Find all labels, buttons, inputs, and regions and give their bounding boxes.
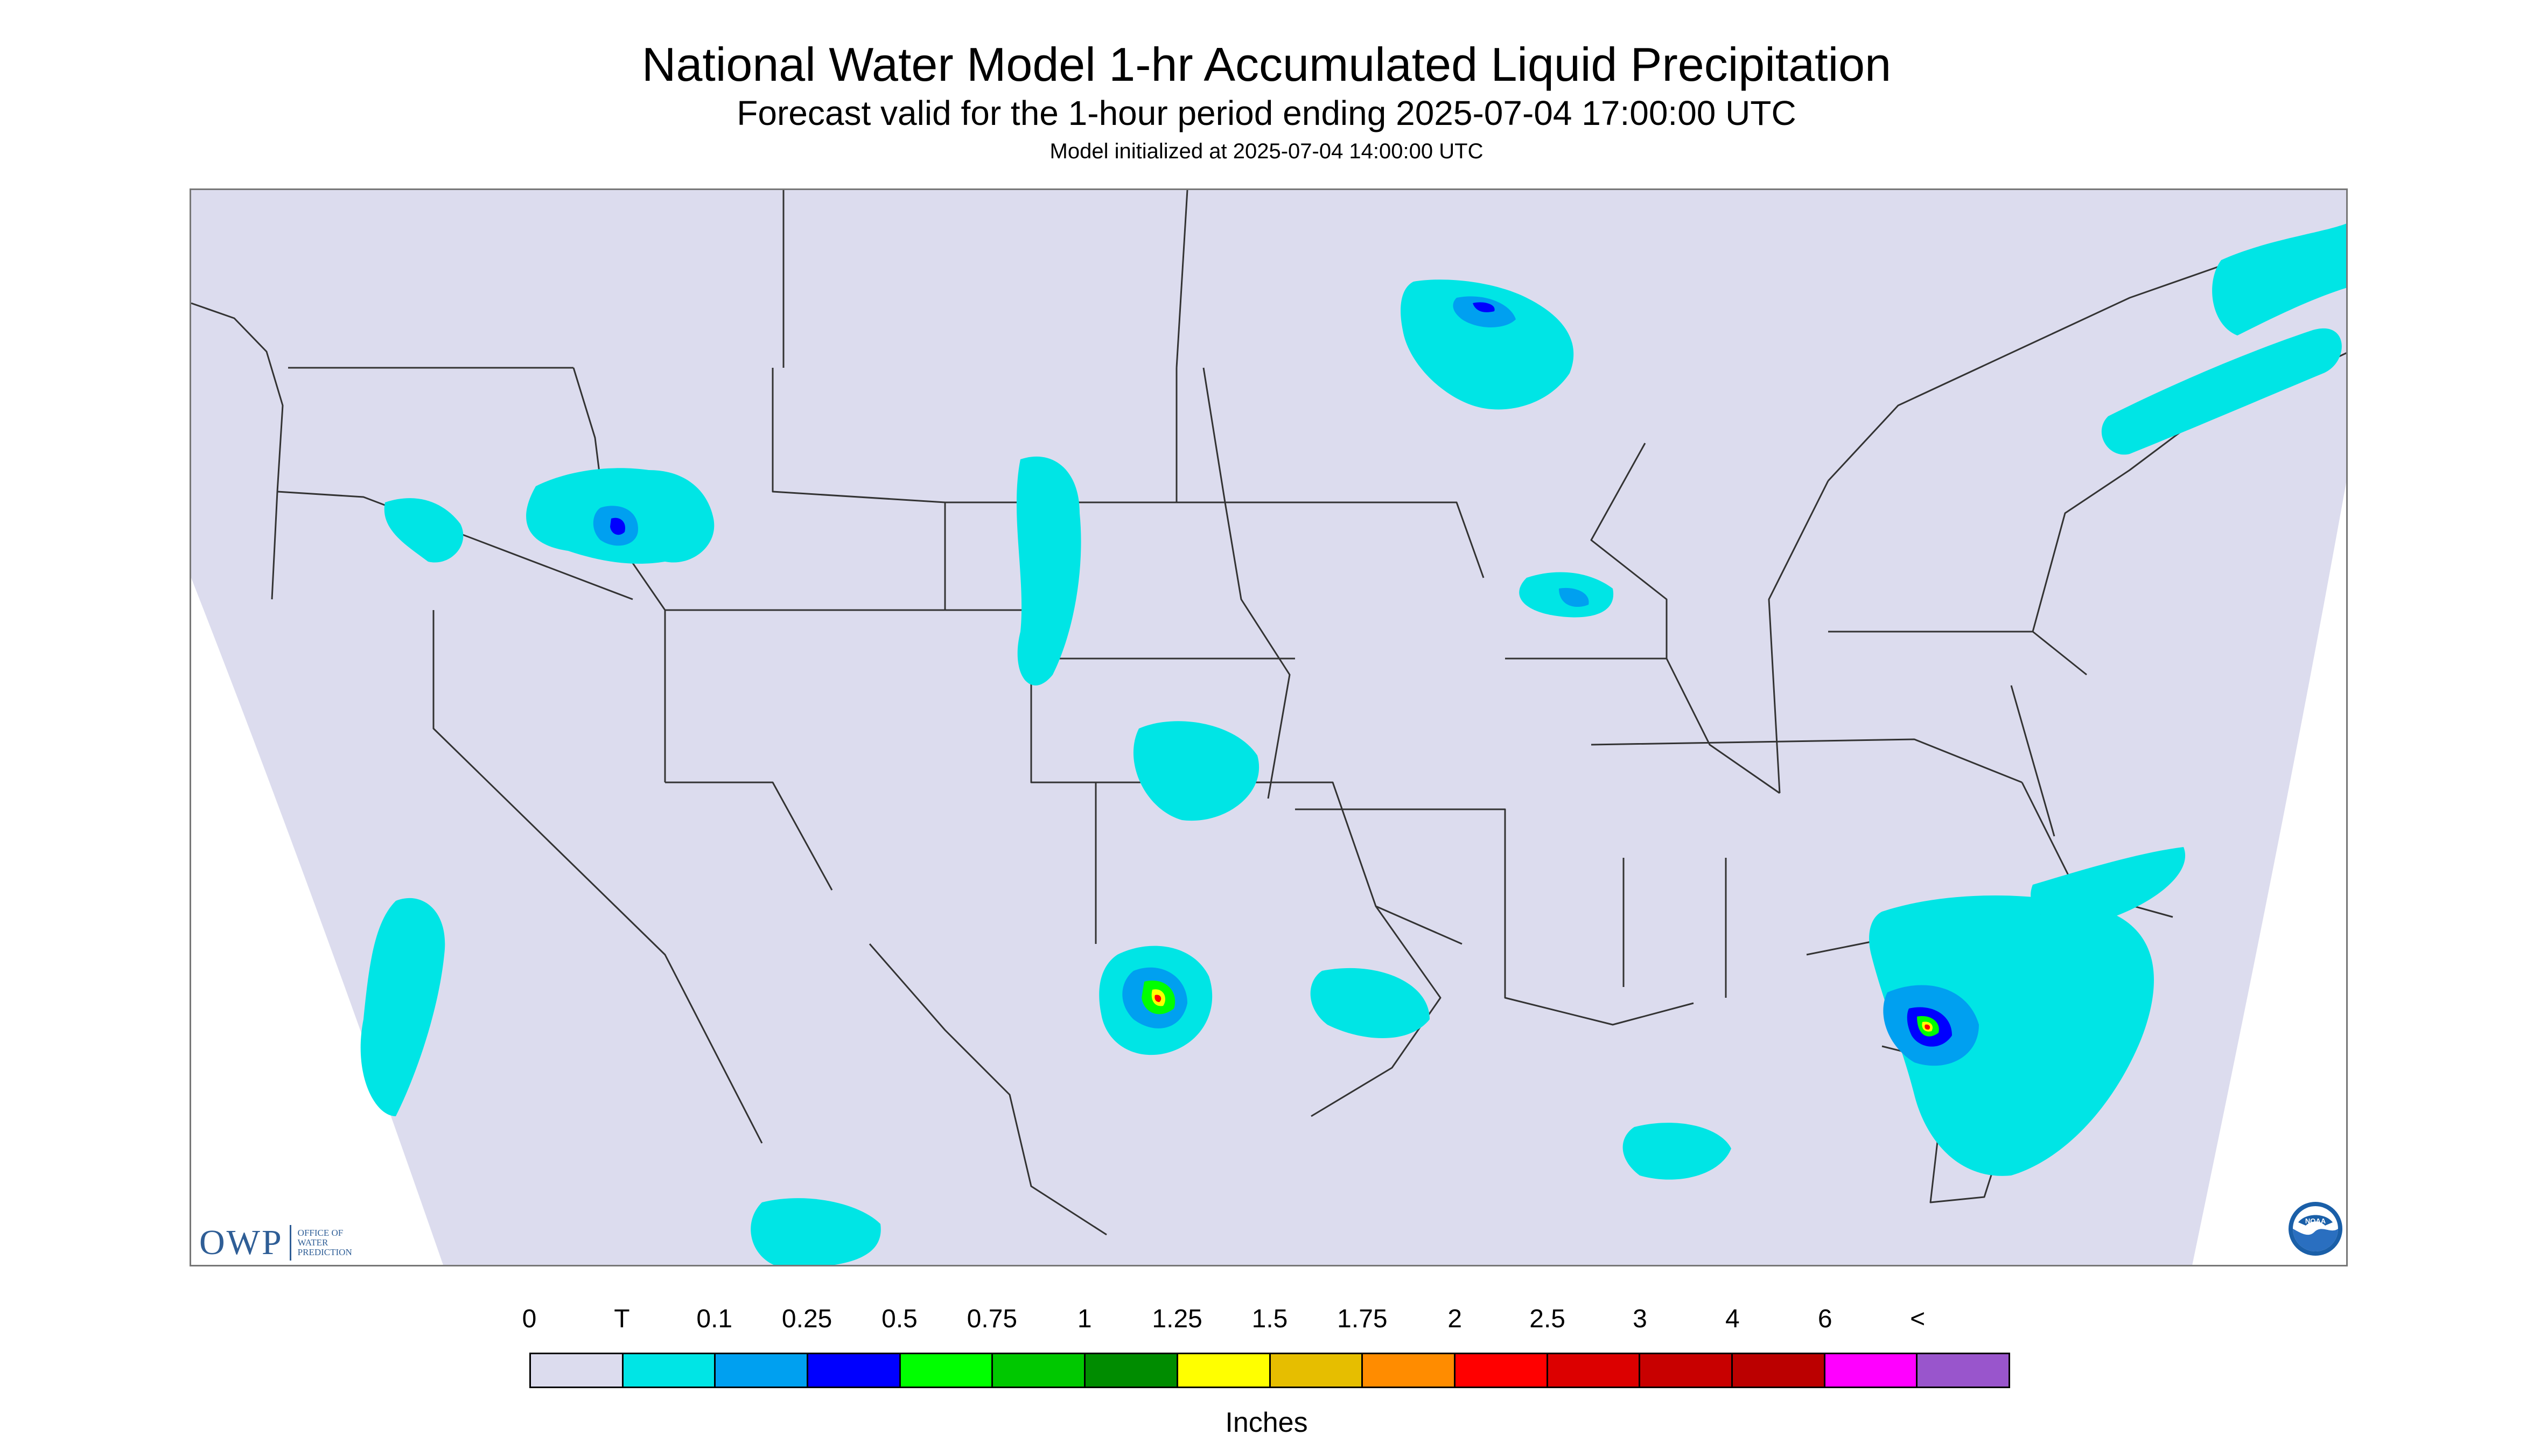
legend-label: 0.25 — [781, 1305, 832, 1333]
map-title: National Water Model 1-hr Accumulated Li… — [641, 38, 1892, 91]
rain-texas-red — [1154, 995, 1161, 1002]
rain-pacific-baja — [360, 898, 445, 1116]
map-svg — [191, 190, 2346, 1265]
owp-line3: PREDICTION — [297, 1247, 352, 1257]
precipitation-areas — [360, 223, 2346, 1265]
legend-colorbar — [529, 1353, 2010, 1388]
legend-cell — [900, 1354, 993, 1387]
legend-cell — [1640, 1354, 1733, 1387]
owp-abbrev: OWP — [199, 1223, 283, 1262]
rain-carolina-offshore — [2031, 847, 2186, 926]
rain-superior-heavy — [1473, 302, 1495, 312]
owp-logo: OWP OFFICE OF WATER PREDICTION — [199, 1222, 352, 1263]
legend-cell — [1178, 1354, 1271, 1387]
legend-labels: 0 T 0.1 0.25 0.5 0.75 1 1.25 1.5 1.75 2 2.5 3 4 6 < — [522, 1303, 2010, 1341]
rain-idaho-west — [384, 498, 464, 563]
rain-mexico-south — [751, 1198, 881, 1265]
legend-label: 2 — [1447, 1305, 1463, 1333]
legend-label: 1.75 — [1337, 1305, 1388, 1333]
precipitation-map — [190, 188, 2348, 1266]
noaa-logo: NOAA — [2289, 1202, 2342, 1256]
units-label: Inches — [1225, 1407, 1308, 1438]
legend-cell — [1825, 1354, 1918, 1387]
model-init-text: Model initialized at 2025-07-04 14:00:00… — [1049, 139, 1484, 163]
legend-label: T — [614, 1305, 630, 1333]
rain-upper-michigan — [1401, 279, 1574, 410]
rain-high-plains — [1016, 456, 1081, 686]
noaa-text: NOAA — [2305, 1217, 2326, 1225]
owp-line2: WATER — [297, 1237, 328, 1248]
owp-line1: OFFICE OF — [297, 1228, 344, 1238]
rain-gulf-coast — [1310, 968, 1430, 1038]
legend-label: 0.5 — [881, 1305, 918, 1333]
rain-bahamas — [1622, 1123, 1731, 1180]
legend-cell — [1086, 1354, 1178, 1387]
legend-cell — [1270, 1354, 1363, 1387]
legend-label: 0.1 — [696, 1305, 733, 1333]
legend-label: 2.5 — [1529, 1305, 1565, 1333]
rain-new-england — [2101, 328, 2342, 455]
rain-southeast-offshore — [1869, 895, 2154, 1176]
legend-cell — [1548, 1354, 1641, 1387]
model-domain — [191, 190, 2346, 1265]
legend-label: 0.75 — [967, 1305, 1018, 1333]
legend-label: 3 — [1633, 1305, 1647, 1333]
legend-label: 4 — [1725, 1305, 1740, 1333]
legend-cell — [1363, 1354, 1456, 1387]
owp-subtext: OFFICE OF WATER PREDICTION — [298, 1228, 352, 1257]
legend-cell — [1455, 1354, 1548, 1387]
rain-rockies-heavy — [610, 517, 625, 535]
legend-cell — [808, 1354, 901, 1387]
legend-cell — [623, 1354, 716, 1387]
rain-lake-michigan-core — [1559, 587, 1589, 607]
legend-label: 1 — [1077, 1305, 1092, 1333]
legend-cell — [716, 1354, 809, 1387]
map-subtitle: Forecast valid for the 1-hour period end… — [737, 94, 1796, 132]
rain-kansas — [1133, 721, 1259, 821]
legend-cell — [1732, 1354, 1825, 1387]
legend-label: 1.25 — [1152, 1305, 1202, 1333]
legend-label: 1.5 — [1251, 1305, 1288, 1333]
legend-label: < — [1910, 1305, 1926, 1333]
legend-cell — [1918, 1354, 2009, 1387]
legend-label: 0 — [522, 1305, 537, 1333]
legend-label: 6 — [1817, 1305, 1832, 1333]
rain-offshore-red — [1925, 1024, 1930, 1030]
rain-maine — [2212, 223, 2346, 335]
owp-divider — [289, 1225, 291, 1261]
legend-cell — [993, 1354, 1086, 1387]
legend-cell — [531, 1354, 624, 1387]
